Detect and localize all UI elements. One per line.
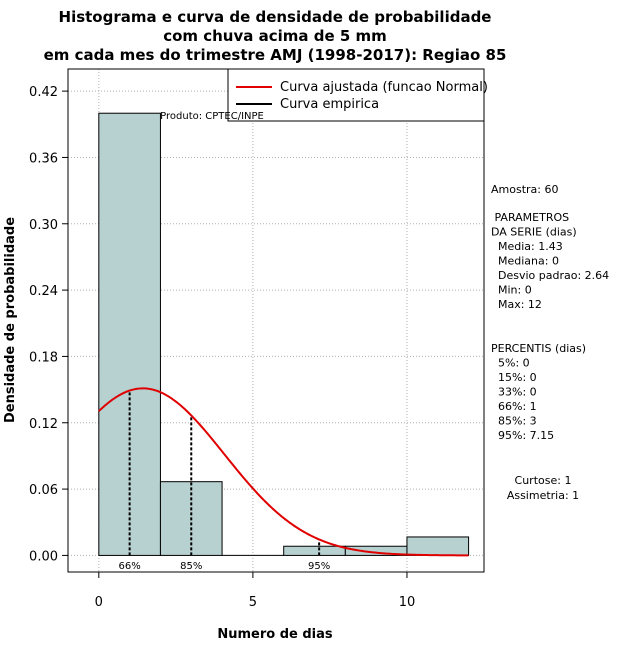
sample-size: Amostra: 60 — [491, 183, 558, 196]
histogram-bar-3 — [283, 545, 346, 556]
params-lines-3: Mediana: 0 — [491, 255, 559, 268]
percentile-marker-label-2: 95% — [308, 561, 330, 572]
chart-title-line-1: Histograma e curva de densidade de proba… — [59, 8, 492, 26]
histogram-bar-0 — [98, 112, 161, 556]
legend-label-normal: Curva ajustada (funcao Normal) — [280, 80, 488, 95]
y-tick-label-7: 0.42 — [29, 85, 58, 100]
params-lines-4: Desvio padrao: 2.64 — [491, 269, 609, 282]
params-lines-2: Media: 1.43 — [491, 240, 563, 253]
histogram-bar-5 — [406, 536, 470, 556]
product-credit: Produto: CPTEC/INPE — [160, 111, 264, 122]
percentile-marker-label-0: 66% — [119, 561, 141, 572]
x-tick-label-2: 10 — [399, 595, 416, 610]
percentile-lines-6: 95%: 7.15 — [491, 429, 554, 442]
y-tick-label-2: 0.12 — [29, 417, 58, 432]
percentile-lines-3: 33%: 0 — [491, 386, 537, 399]
y-tick-label-5: 0.30 — [29, 218, 58, 233]
shape-lines-0: Curtose: 1 — [515, 474, 572, 487]
percentile-lines-0: PERCENTIS (dias) — [491, 342, 586, 355]
y-tick-label-1: 0.06 — [29, 483, 58, 498]
chart-title-line-3: em cada mes do trimestre AMJ (1998-2017)… — [44, 46, 507, 64]
params-lines-6: Max: 12 — [491, 298, 542, 311]
legend: Curva ajustada (funcao Normal) Curva emp… — [227, 68, 488, 122]
x-tick-label-1: 5 — [249, 595, 257, 610]
y-tick-label-4: 0.24 — [29, 284, 58, 299]
legend-label-empirical: Curva empirica — [280, 97, 379, 112]
y-axis: 0.00 0.06 0.12 0.18 0.24 0.30 0.36 0.42 — [29, 85, 69, 564]
x-axis-title: Numero de dias — [217, 627, 333, 642]
stats-panel: Amostra: 60 PARAMETROS DA SERIE (dias) Me… — [491, 183, 609, 502]
params-lines-1: DA SERIE (dias) — [491, 226, 577, 239]
percentile-lines-2: 15%: 0 — [491, 371, 537, 384]
y-tick-label-3: 0.18 — [29, 350, 58, 365]
legend-box — [227, 68, 485, 122]
percentile-lines-5: 85%: 3 — [491, 415, 537, 428]
shape-lines-1: Assimetria: 1 — [507, 489, 579, 502]
y-axis-title: Densidade de probabilidade — [3, 217, 18, 423]
params-lines-5: Min: 0 — [491, 284, 532, 297]
percentile-marker-label-1: 85% — [180, 561, 202, 572]
y-tick-label-0: 0.00 — [29, 549, 58, 564]
y-tick-label-6: 0.36 — [29, 151, 58, 166]
x-tick-label-0: 0 — [95, 595, 103, 610]
percentile-layer: 66% 85% 95% — [119, 390, 330, 572]
percentile-lines-1: 5%: 0 — [491, 357, 530, 370]
chart-title-line-2: com chuva acima de 5 mm — [163, 27, 387, 45]
x-axis: 0 5 10 — [95, 571, 416, 610]
normal-curve-line — [98, 387, 469, 557]
percentile-lines-4: 66%: 1 — [491, 400, 537, 413]
params-lines-0: PARAMETROS — [491, 211, 569, 224]
